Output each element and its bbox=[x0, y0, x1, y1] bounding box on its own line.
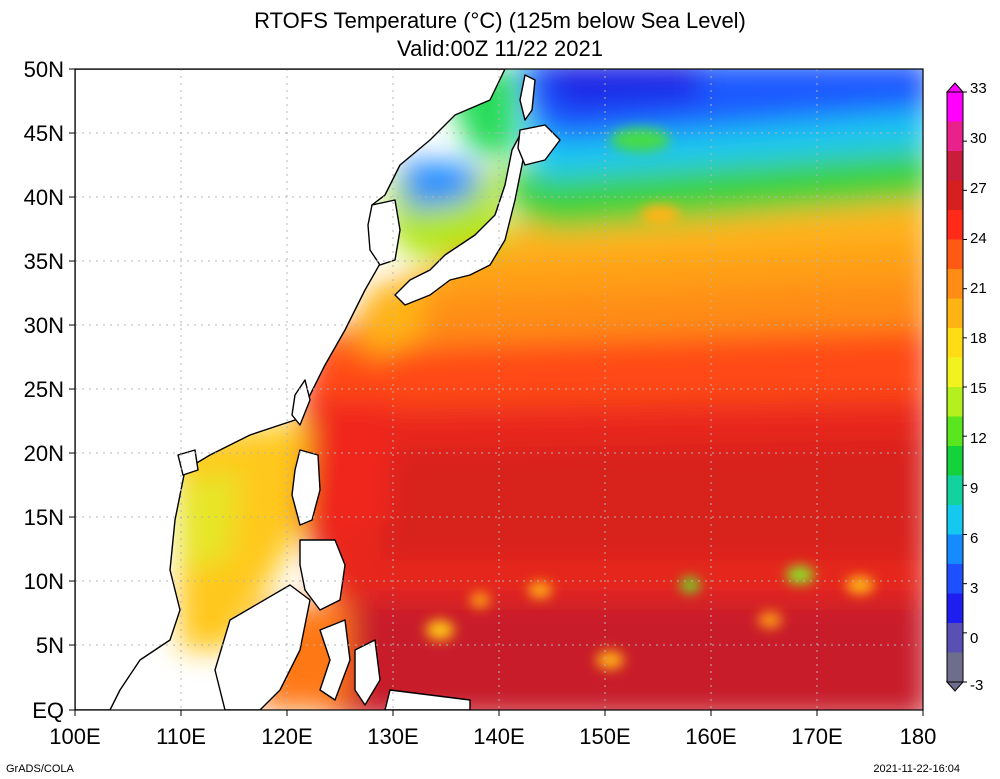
colorbar-label-15: 15 bbox=[970, 380, 987, 397]
colorbar-segment bbox=[947, 269, 963, 299]
colorbar-segment bbox=[947, 121, 963, 152]
lat-label-30n: 30N bbox=[24, 313, 64, 338]
lon-label-110e: 110E bbox=[156, 724, 206, 749]
colorbar-segment bbox=[947, 328, 963, 358]
colorbar-label-3: 3 bbox=[970, 580, 978, 597]
colorbar-segment bbox=[947, 534, 963, 565]
lon-label-160e: 160E bbox=[685, 724, 736, 749]
temperature-field bbox=[175, 69, 923, 710]
colorbar-segment bbox=[947, 416, 963, 447]
grid-lines bbox=[75, 69, 923, 710]
colorbar-label-neg3: -3 bbox=[970, 677, 983, 694]
colorbar-label-9: 9 bbox=[970, 480, 978, 497]
colorbar-segment bbox=[947, 505, 963, 535]
lat-label-40n: 40N bbox=[24, 185, 64, 210]
colorbar-label-33: 33 bbox=[970, 80, 987, 97]
lon-label-100e: 100E bbox=[49, 724, 100, 749]
lat-label-eq: EQ bbox=[32, 698, 64, 723]
lat-label-25n: 25N bbox=[24, 377, 64, 402]
colorbar-label-21: 21 bbox=[970, 280, 987, 297]
colorbar-segment bbox=[947, 210, 963, 240]
colorbar-segment bbox=[947, 652, 963, 683]
colorbar-label-27: 27 bbox=[970, 180, 987, 197]
colorbar-label-12: 12 bbox=[970, 430, 987, 447]
lon-label-140e: 140E bbox=[473, 724, 524, 749]
lat-label-10n: 10N bbox=[24, 569, 64, 594]
colorbar-top-arrow bbox=[945, 82, 965, 93]
colorbar-segment bbox=[947, 357, 963, 388]
land-masses bbox=[75, 69, 561, 710]
colorbar-label-30: 30 bbox=[970, 130, 987, 147]
lon-label-130e: 130E bbox=[367, 724, 418, 749]
lon-label-120e: 120E bbox=[261, 724, 312, 749]
map-valid-time: Valid:00Z 11/22 2021 bbox=[397, 36, 603, 61]
colorbar-segment bbox=[947, 239, 963, 270]
lon-label-180: 180 bbox=[900, 724, 937, 749]
colorbar-segment bbox=[947, 446, 963, 476]
colorbar-segment bbox=[947, 180, 963, 211]
colorbar-label-18: 18 bbox=[970, 330, 987, 347]
colorbar-segment bbox=[947, 298, 963, 329]
colorbar-segment bbox=[947, 387, 963, 417]
colorbar-label-6: 6 bbox=[970, 530, 978, 547]
lon-label-150e: 150E bbox=[579, 724, 630, 749]
lat-label-5n: 5N bbox=[36, 633, 64, 658]
lat-label-50n: 50N bbox=[24, 57, 64, 82]
footer-timestamp: 2021-11-22-16:04 bbox=[873, 763, 960, 775]
colorbar-segment bbox=[947, 564, 963, 594]
colorbar-label-0: 0 bbox=[970, 630, 978, 647]
axis-ticks bbox=[69, 68, 924, 716]
colorbar bbox=[945, 82, 967, 692]
lat-label-35n: 35N bbox=[24, 249, 64, 274]
colorbar-segment bbox=[947, 623, 963, 653]
lat-label-15n: 15N bbox=[24, 505, 64, 530]
footer-credit: GrADS/COLA bbox=[6, 763, 74, 775]
colorbar-label-24: 24 bbox=[970, 230, 987, 247]
colorbar-segment bbox=[947, 92, 963, 122]
lat-label-20n: 20N bbox=[24, 441, 64, 466]
map-title: RTOFS Temperature (°C) (125m below Sea L… bbox=[254, 8, 746, 33]
colorbar-segment bbox=[947, 151, 963, 181]
colorbar-segment bbox=[947, 593, 963, 624]
colorbar-segment bbox=[947, 475, 963, 506]
lon-label-170e: 170E bbox=[791, 724, 842, 749]
lat-label-45n: 45N bbox=[24, 121, 64, 146]
colorbar-bottom-arrow bbox=[945, 681, 965, 692]
